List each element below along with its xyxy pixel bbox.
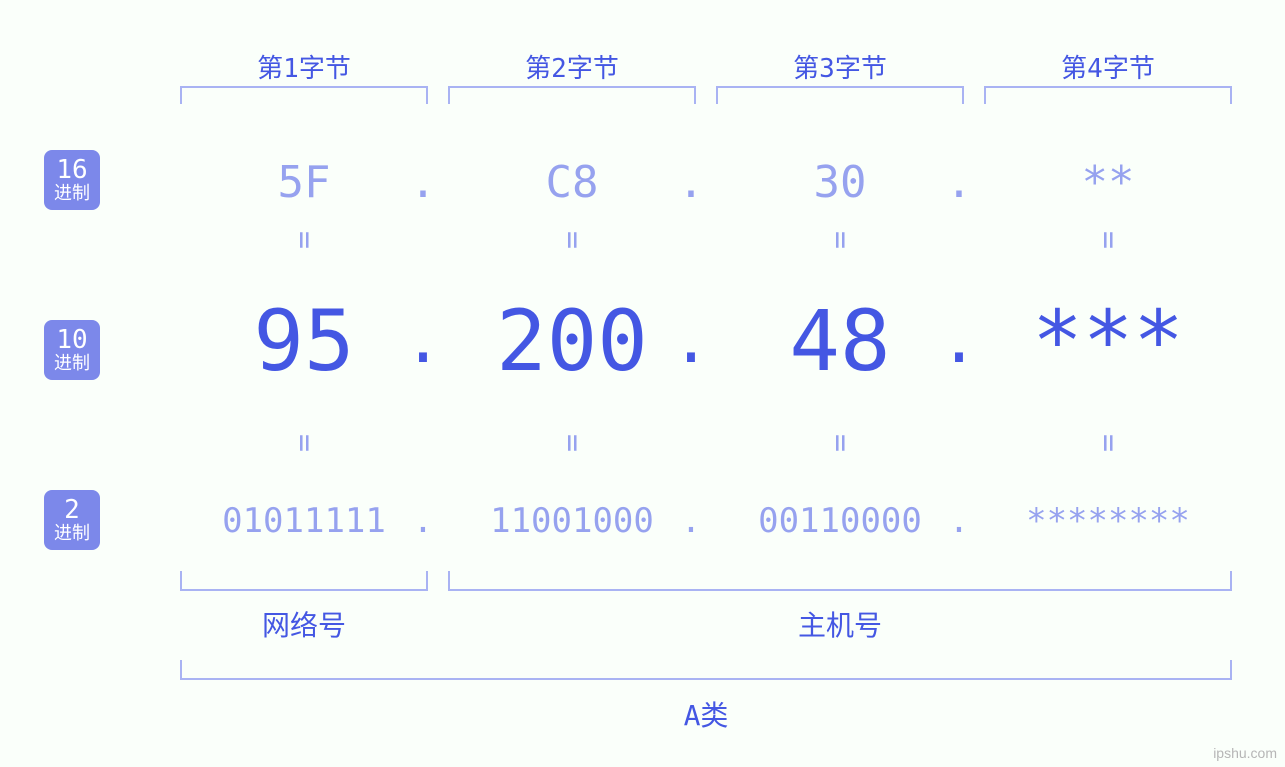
hex-dot-2: . bbox=[671, 161, 711, 205]
ip-bases-diagram: 16进制10进制2进制第1字节第2字节第3字节第4字节5FC830**...95… bbox=[0, 0, 1285, 767]
label-network: 网络号 bbox=[180, 604, 428, 644]
bin-dot-2: . bbox=[671, 504, 711, 538]
byte-header-2: 第2字节 bbox=[448, 48, 696, 85]
row-badge-dec-num: 10 bbox=[56, 327, 87, 353]
byte-bracket-top-1 bbox=[180, 86, 428, 104]
bracket-network bbox=[180, 571, 428, 591]
bin-byte-2: 11001000 bbox=[448, 504, 696, 538]
row-badge-bin-suffix: 进制 bbox=[54, 525, 90, 543]
bin-dot-1: . bbox=[403, 504, 443, 538]
equals-r1-c4: = bbox=[1093, 220, 1123, 260]
dec-dot-1: . bbox=[403, 309, 443, 373]
byte-header-3: 第3字节 bbox=[716, 48, 964, 85]
dec-dot-2: . bbox=[671, 309, 711, 373]
label-class: A类 bbox=[180, 694, 1232, 734]
byte-header-1: 第1字节 bbox=[180, 48, 428, 85]
hex-dot-3: . bbox=[939, 161, 979, 205]
label-host: 主机号 bbox=[448, 604, 1232, 644]
equals-r1-c1: = bbox=[289, 220, 319, 260]
bracket-class bbox=[180, 660, 1232, 680]
row-badge-hex-suffix: 进制 bbox=[54, 185, 90, 203]
bracket-host bbox=[448, 571, 1232, 591]
hex-byte-1: 5F bbox=[180, 161, 428, 205]
row-badge-dec: 10 进制 bbox=[44, 320, 100, 380]
row-badge-hex-num: 16 bbox=[56, 157, 87, 183]
equals-r1-c2: = bbox=[557, 220, 587, 260]
dec-dot-3: . bbox=[939, 309, 979, 373]
byte-bracket-top-3 bbox=[716, 86, 964, 104]
dec-byte-1: 95 bbox=[180, 299, 428, 383]
dec-byte-4: *** bbox=[984, 299, 1232, 383]
equals-r2-c3: = bbox=[825, 423, 855, 463]
equals-r2-c2: = bbox=[557, 423, 587, 463]
dec-byte-3: 48 bbox=[716, 299, 964, 383]
hex-byte-3: 30 bbox=[716, 161, 964, 205]
row-badge-bin-num: 2 bbox=[64, 497, 80, 523]
hex-byte-4: ** bbox=[984, 161, 1232, 205]
byte-header-4: 第4字节 bbox=[984, 48, 1232, 85]
row-badge-dec-suffix: 进制 bbox=[54, 355, 90, 373]
row-badge-bin: 2 进制 bbox=[44, 490, 100, 550]
row-badge-hex: 16 进制 bbox=[44, 150, 100, 210]
bin-byte-4: ******** bbox=[984, 504, 1232, 538]
hex-byte-2: C8 bbox=[448, 161, 696, 205]
watermark: ipshu.com bbox=[1213, 745, 1277, 761]
equals-r2-c4: = bbox=[1093, 423, 1123, 463]
bin-byte-1: 01011111 bbox=[180, 504, 428, 538]
dec-byte-2: 200 bbox=[448, 299, 696, 383]
byte-bracket-top-2 bbox=[448, 86, 696, 104]
bin-byte-3: 00110000 bbox=[716, 504, 964, 538]
byte-bracket-top-4 bbox=[984, 86, 1232, 104]
bin-dot-3: . bbox=[939, 504, 979, 538]
equals-r1-c3: = bbox=[825, 220, 855, 260]
equals-r2-c1: = bbox=[289, 423, 319, 463]
hex-dot-1: . bbox=[403, 161, 443, 205]
